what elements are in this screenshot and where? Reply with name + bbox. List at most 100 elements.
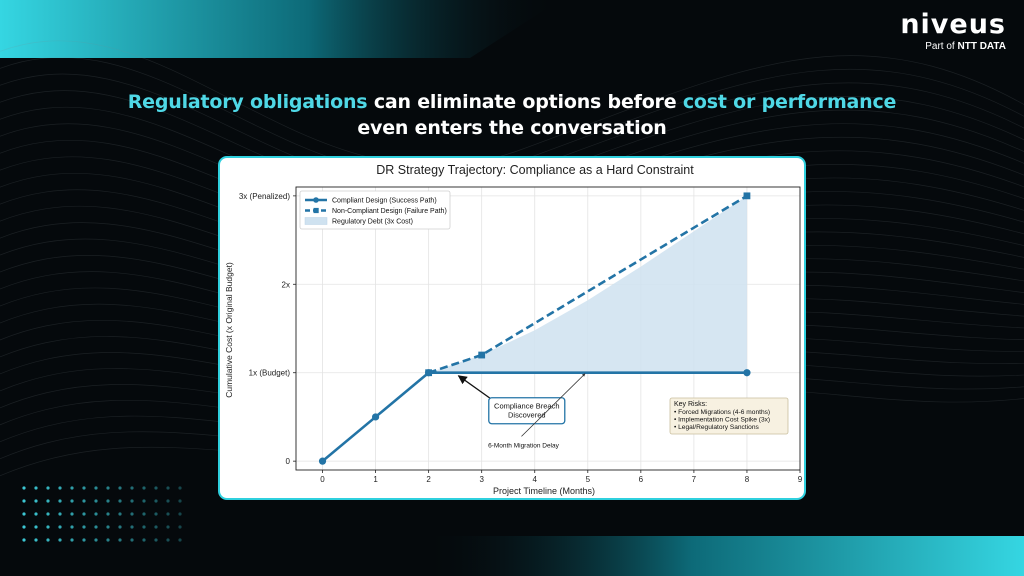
decor-dot [130, 512, 134, 516]
legend-label: Compliant Design (Success Path) [332, 198, 437, 205]
compliant-point [743, 369, 751, 377]
decor-dot [178, 525, 182, 529]
legend-label: Regulatory Debt (3x Cost) [332, 219, 413, 226]
y-tick-label: 1x (Budget) [249, 369, 291, 378]
decor-dot [118, 486, 122, 490]
decor-dot [130, 525, 134, 529]
decor-dot [70, 499, 74, 503]
decor-dot [130, 499, 134, 503]
headline-line-2: even enters the conversation [357, 117, 667, 139]
decor-dot [70, 538, 74, 542]
decor-dot [22, 499, 26, 503]
legend-marker-non-compliant [313, 207, 319, 214]
decor-dot [178, 499, 182, 503]
decor-dot [166, 538, 170, 542]
decor-dot [58, 538, 62, 542]
chart-title: DR Strategy Trajectory: Compliance as a … [376, 163, 694, 177]
teal-band-bottom [420, 536, 1024, 576]
x-tick-label: 9 [798, 475, 803, 484]
breach-annotation-text: Compliance Breach [494, 402, 559, 411]
key-risks-box [669, 397, 789, 435]
decor-dot [22, 486, 26, 490]
decor-dot [58, 486, 62, 490]
legend: Compliant Design (Success Path) Non-Compl… [299, 190, 451, 230]
breach-annotation-text: Discovered [508, 411, 546, 420]
headline-highlight-cost: cost or performance [682, 91, 897, 113]
decor-dot [154, 525, 158, 529]
plot-frame [295, 186, 801, 471]
dr-strategy-chart: DR Strategy Trajectory: Compliance as a … [224, 163, 803, 496]
key-risk-item: • Legal/Regulatory Sanctions [674, 424, 759, 431]
page-headline: Regulatory obligations can eliminate opt… [0, 89, 1024, 141]
decor-dot [70, 525, 74, 529]
key-risk-item: • Forced Migrations (4-6 months) [674, 409, 770, 416]
x-tick-label: 7 [692, 475, 697, 484]
decor-dot [178, 512, 182, 516]
decor-dot [22, 538, 26, 542]
compliant-series-line [321, 371, 747, 463]
x-axis-label: Project Timeline (Months) [493, 486, 595, 496]
teal-band-top [0, 0, 560, 58]
migration-delay-arrow [521, 373, 586, 437]
decor-dot [58, 525, 62, 529]
y-tick-label: 0 [286, 457, 291, 466]
decor-dot [70, 486, 74, 490]
headline-line-1: Regulatory obligations can eliminate opt… [0, 89, 1024, 115]
decor-dot [154, 486, 158, 490]
compliant-point [371, 413, 380, 421]
decor-dot [106, 525, 110, 529]
decor-dot [46, 512, 50, 516]
wave-line [0, 40, 1024, 166]
decor-dot [142, 538, 146, 542]
legend-marker-compliant [313, 197, 319, 203]
decor-dot [142, 512, 146, 516]
compliant-point [318, 457, 327, 465]
decor-dot [46, 486, 50, 490]
headline-highlight-regulatory: Regulatory obligations [127, 91, 368, 113]
legend-swatch-fill [304, 217, 328, 225]
logo-tagline: Part of NTT DATA [900, 41, 1006, 52]
non-compliant-point [425, 369, 433, 377]
decor-dot [154, 538, 158, 542]
y-tick-label: 3x (Penalized) [239, 192, 290, 201]
decor-dot [46, 525, 50, 529]
decor-dot [142, 525, 146, 529]
decor-dot [130, 538, 134, 542]
decor-dot [130, 486, 134, 490]
decor-dot [154, 499, 158, 503]
decor-dot [34, 538, 38, 542]
decor-dot [22, 512, 26, 516]
chart-card: DR Strategy Trajectory: Compliance as a … [218, 156, 806, 500]
decor-dot [94, 525, 98, 529]
brand-logo: niveus Part of NTT DATA [900, 9, 1006, 53]
decor-dot [118, 499, 122, 503]
decor-dot [34, 512, 38, 516]
decor-dot [82, 499, 86, 503]
x-tick-label: 8 [745, 475, 750, 484]
x-tick-label: 6 [639, 475, 644, 484]
x-tick-label: 5 [586, 475, 591, 484]
decor-dot [22, 525, 26, 529]
decor-dot [82, 538, 86, 542]
decor-dot [178, 538, 182, 542]
decor-dot [94, 512, 98, 516]
decor-dot [106, 499, 110, 503]
logo-wordmark: niveus [900, 9, 1006, 40]
decor-dot [166, 525, 170, 529]
decor-dot [46, 499, 50, 503]
decor-dot [82, 525, 86, 529]
tagline-prefix: Part of [925, 41, 958, 52]
dot-grid [22, 486, 182, 542]
decor-dot [166, 486, 170, 490]
decor-dot [46, 538, 50, 542]
x-tick-label: 4 [533, 475, 538, 484]
breach-annotation-box [488, 397, 566, 425]
decor-dot [58, 512, 62, 516]
decor-dot [118, 525, 122, 529]
key-risk-item: • Implementation Cost Spike (3x) [674, 417, 770, 424]
x-tick-label: 3 [479, 475, 484, 484]
decor-dot [106, 538, 110, 542]
decor-dot [34, 525, 38, 529]
non-compliant-point [478, 351, 486, 359]
